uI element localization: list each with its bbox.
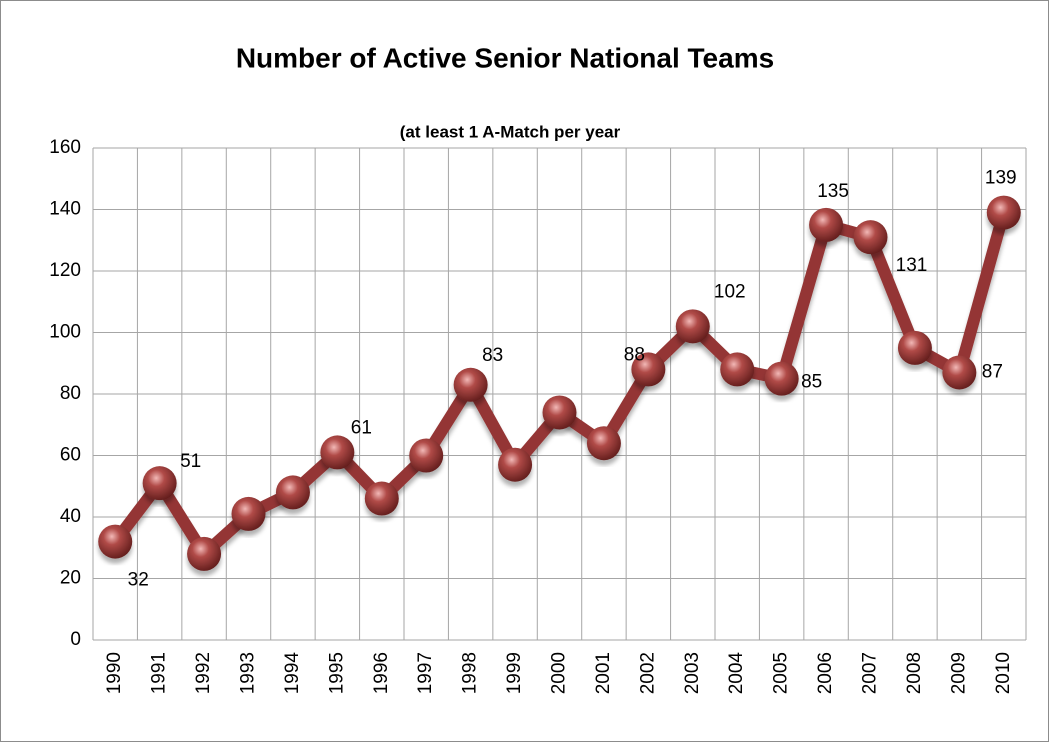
- x-tick-label: 2003: [682, 652, 703, 694]
- x-tick-label: 2010: [993, 652, 1014, 694]
- y-tick-label: 20: [60, 568, 81, 589]
- marker: [231, 496, 266, 531]
- x-tick-label: 1997: [415, 652, 436, 694]
- marker: [809, 207, 844, 242]
- marker: [764, 361, 799, 396]
- x-tick-label: 1993: [238, 652, 259, 694]
- marker: [942, 355, 977, 390]
- y-tick-label: 160: [49, 137, 81, 158]
- marker: [675, 309, 710, 344]
- data-label: 61: [351, 417, 372, 438]
- data-label: 88: [624, 344, 645, 365]
- x-tick-label: 1996: [371, 652, 392, 694]
- marker: [409, 438, 444, 473]
- data-label: 87: [982, 361, 1003, 382]
- marker: [275, 475, 310, 510]
- y-tick-label: 140: [49, 199, 81, 220]
- marker: [586, 426, 621, 461]
- y-tick-label: 40: [60, 506, 81, 527]
- marker: [631, 352, 666, 387]
- chart-title: Number of Active Senior National Teams: [236, 42, 774, 73]
- marker: [853, 220, 888, 255]
- data-label: 83: [482, 345, 503, 366]
- x-tick-label: 1992: [193, 652, 214, 694]
- marker: [142, 466, 177, 501]
- data-label: 135: [817, 181, 849, 202]
- x-tick-label: 1998: [460, 652, 481, 694]
- y-tick-label: 0: [70, 629, 81, 650]
- x-tick-label: 1990: [104, 652, 125, 694]
- marker: [320, 435, 355, 470]
- x-tick-label: 2007: [860, 652, 881, 694]
- x-tick-label: 2005: [771, 652, 792, 694]
- x-tick-label: 1999: [504, 652, 525, 694]
- x-tick-label: 2002: [637, 652, 658, 694]
- x-tick-label: 1994: [282, 652, 303, 695]
- x-tick-label: 2006: [815, 652, 836, 694]
- marker: [542, 395, 577, 430]
- y-tick-label: 100: [49, 322, 81, 343]
- chart-subtitle: (at least 1 A-Match per year: [400, 122, 621, 141]
- marker: [453, 367, 488, 402]
- x-tick-label: 2009: [948, 652, 969, 694]
- marker: [98, 524, 133, 559]
- y-tick-label: 120: [49, 260, 81, 281]
- marker: [364, 481, 399, 516]
- marker: [187, 536, 222, 571]
- marker: [897, 330, 932, 365]
- data-label: 102: [714, 281, 746, 302]
- marker: [986, 195, 1021, 230]
- data-label: 51: [180, 451, 201, 472]
- data-label: 85: [801, 372, 822, 393]
- data-label: 139: [985, 168, 1017, 189]
- x-tick-label: 2000: [549, 652, 570, 694]
- y-tick-label: 60: [60, 445, 81, 466]
- x-tick-label: 2008: [904, 652, 925, 694]
- x-tick-label: 1995: [326, 652, 347, 694]
- marker: [720, 352, 755, 387]
- marker: [498, 447, 533, 482]
- y-tick-label: 80: [60, 383, 81, 404]
- data-label: 32: [128, 570, 149, 591]
- x-tick-label: 1991: [149, 652, 170, 694]
- x-tick-label: 2001: [593, 652, 614, 694]
- data-label: 131: [896, 255, 928, 276]
- x-tick-label: 2004: [726, 652, 747, 695]
